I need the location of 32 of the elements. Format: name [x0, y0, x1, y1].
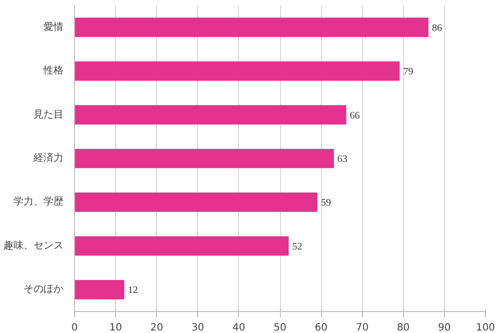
data-label: 12: [128, 285, 138, 296]
x-tick-label: 100: [476, 322, 496, 333]
x-tick-label: 40: [232, 322, 246, 333]
bar: [74, 61, 400, 81]
x-tick-label: 0: [71, 322, 78, 333]
y-tick-label: 愛情: [44, 20, 64, 33]
x-tick-label: 10: [109, 322, 122, 333]
y-tick-label: 経済力: [32, 152, 64, 164]
x-tick-label: 50: [274, 322, 286, 333]
bar: [74, 192, 318, 212]
data-label: 86: [432, 22, 442, 34]
y-tick-label: 趣味、センス: [4, 239, 64, 252]
x-tick-label: 80: [396, 322, 410, 333]
bar: [74, 148, 334, 168]
bar: [74, 236, 289, 256]
data-label: 52: [292, 241, 302, 252]
bar: [74, 280, 124, 300]
data-label: 63: [337, 154, 348, 165]
x-tick-label: 60: [314, 322, 328, 333]
data-label: 59: [320, 198, 331, 209]
y-tick-label: 性格: [42, 64, 64, 77]
x-tick-label: 30: [191, 322, 204, 333]
x-tick-label: 20: [150, 322, 164, 333]
x-tick-label: 90: [438, 322, 451, 333]
y-tick-label: 学力、学歴: [14, 196, 64, 208]
bar: [74, 18, 428, 38]
bar: [74, 105, 346, 124]
data-label: 79: [403, 66, 414, 78]
y-tick-label: そのほか: [24, 284, 64, 296]
x-tick-label: 70: [356, 322, 369, 333]
y-tick-label: 見た目: [34, 109, 64, 120]
data-label: 66: [350, 110, 360, 122]
